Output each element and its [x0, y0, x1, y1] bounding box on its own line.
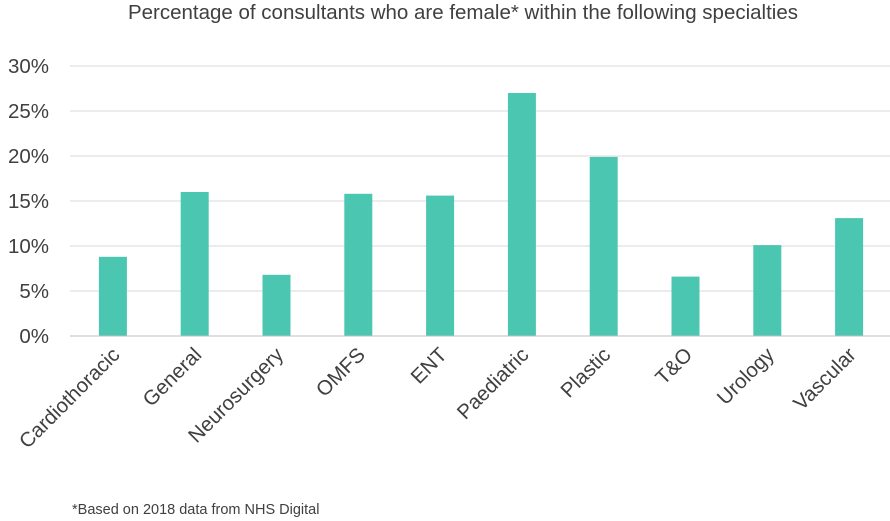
x-category-label: Paediatric — [453, 343, 534, 424]
bar-plastic — [589, 156, 618, 336]
x-category-label: Cardiothoracic — [15, 343, 125, 453]
bar-series — [98, 93, 864, 336]
y-tick-label: 10% — [8, 235, 49, 258]
bar-ent — [426, 195, 455, 336]
bar-neurosurgery — [262, 274, 291, 336]
y-tick-label: 20% — [8, 145, 49, 168]
x-category-label: Urology — [713, 343, 780, 410]
y-tick-label: 30% — [8, 55, 49, 78]
bar-omfs — [344, 193, 373, 336]
bar-vascular — [835, 218, 864, 336]
bar-general — [180, 192, 209, 336]
chart-title: Percentage of consultants who are female… — [128, 1, 798, 24]
y-tick-label: 0% — [19, 325, 49, 348]
footnote: *Based on 2018 data from NHS Digital — [72, 502, 320, 518]
y-axis-tick-labels: 0% 5% 10% 15% 20% 25% 30% — [8, 55, 49, 348]
x-category-label: General — [138, 343, 206, 411]
bar-t-o — [671, 276, 700, 336]
y-tick-label: 5% — [19, 280, 49, 303]
y-tick-label: 15% — [8, 190, 49, 213]
x-category-label: Vascular — [789, 343, 861, 415]
bar-paediatric — [507, 93, 536, 336]
bar-urology — [753, 245, 782, 336]
bar-cardiothoracic — [98, 256, 127, 336]
x-category-label: Plastic — [556, 343, 615, 402]
y-tick-label: 25% — [8, 100, 49, 123]
x-category-label: OMFS — [312, 343, 370, 401]
x-category-label: T&O — [651, 343, 697, 389]
x-category-label: ENT — [406, 343, 452, 389]
